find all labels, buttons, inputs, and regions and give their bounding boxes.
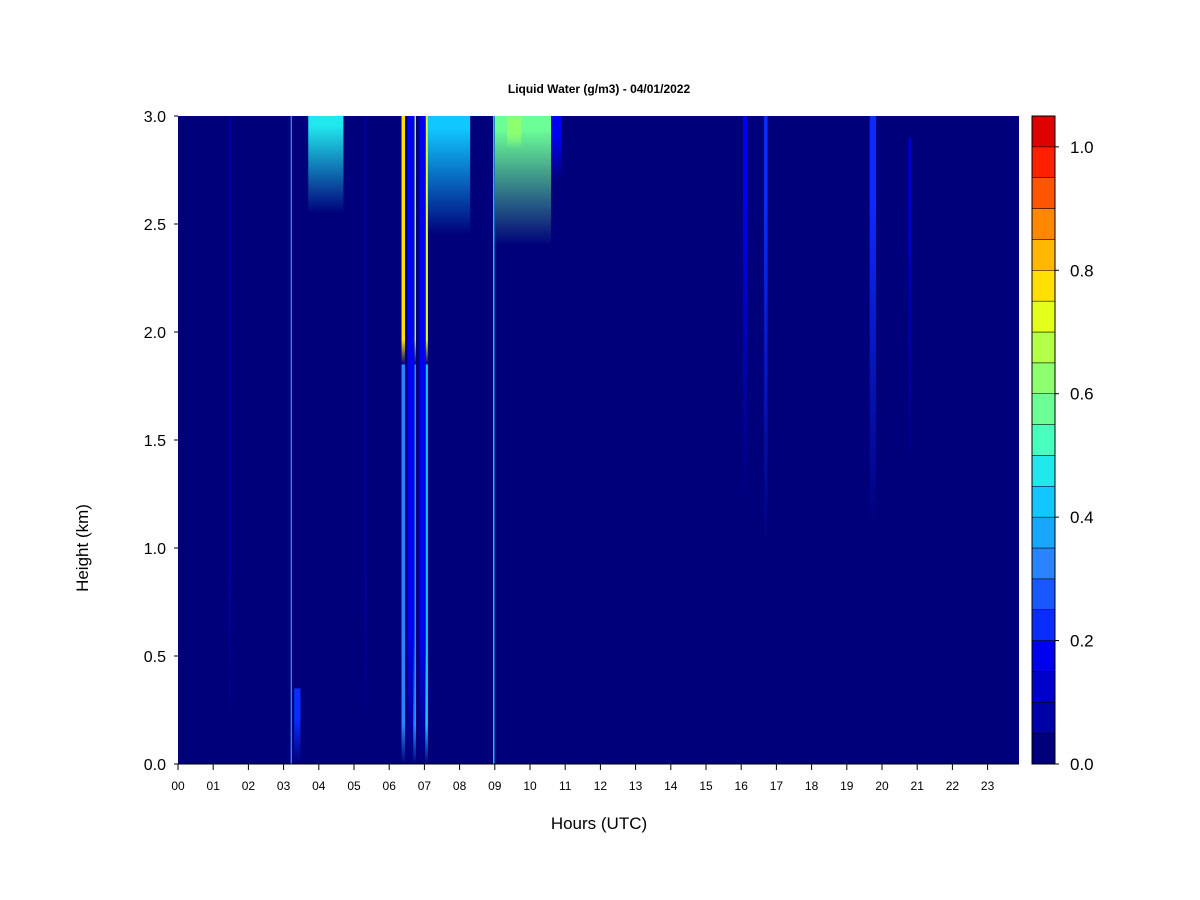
y-tick-label: 0.0 xyxy=(144,757,166,774)
colorbar-frame xyxy=(1031,115,1056,765)
x-tick-label: 17 xyxy=(770,779,784,793)
heatmap-feature xyxy=(425,116,428,365)
y-tick-label: 2.5 xyxy=(144,217,166,234)
colorbar-segment xyxy=(1031,609,1056,641)
heatmap-background xyxy=(178,116,1019,764)
colorbar-segment xyxy=(1031,270,1056,302)
x-tick-label: 09 xyxy=(488,779,502,793)
colorbar-segment xyxy=(1031,671,1056,703)
heatmap-feature xyxy=(764,116,768,548)
x-axis-label: Hours (UTC) xyxy=(551,814,647,833)
x-tick-label: 18 xyxy=(805,779,819,793)
colorbar-tick-label: 0.6 xyxy=(1070,385,1094,404)
heatmap-feature xyxy=(869,116,877,527)
x-tick-label: 06 xyxy=(383,779,397,793)
x-tick-label: 02 xyxy=(242,779,256,793)
colorbar: 0.0 0.2 0.4 0.6 0.8 1.0 xyxy=(1031,115,1094,774)
x-tick-label: 01 xyxy=(207,779,221,793)
x-tick-label: 21 xyxy=(911,779,925,793)
y-tick-label: 1.0 xyxy=(144,541,166,558)
x-tick-label: 04 xyxy=(312,779,326,793)
x-tick-label: 14 xyxy=(664,779,678,793)
colorbar-segment xyxy=(1031,732,1056,765)
y-tick-label: 3.0 xyxy=(144,109,166,126)
colorbar-tick-label: 1.0 xyxy=(1070,138,1094,157)
colorbar-segment xyxy=(1031,640,1056,672)
heatmap-feature xyxy=(290,116,293,764)
colorbar-tick-label: 0.8 xyxy=(1070,261,1094,280)
colorbar-segment xyxy=(1031,362,1056,394)
heatmap-feature xyxy=(427,116,471,235)
colorbar-tick-label: 0.2 xyxy=(1070,632,1094,651)
x-tick-label: 20 xyxy=(875,779,889,793)
colorbar-tick-label: 0.4 xyxy=(1070,508,1094,527)
heatmap-feature xyxy=(493,116,495,764)
colorbar-segment xyxy=(1031,146,1056,178)
heatmap-feature xyxy=(401,364,406,764)
x-tick-label: 23 xyxy=(981,779,995,793)
colorbar-segment xyxy=(1031,486,1056,518)
x-tick-label: 03 xyxy=(277,779,291,793)
y-axis-label: Height (km) xyxy=(73,504,92,592)
x-axis: 00 01 02 03 04 05 06 07 08 09 10 11 12 13 14 15 16 17 18 19… xyxy=(171,763,1019,793)
colorbar-segment xyxy=(1031,331,1056,364)
colorbar-segment xyxy=(1031,177,1056,209)
chart-title: Liquid Water (g/m3) - 04/01/2022 xyxy=(508,82,691,96)
heatmap-feature xyxy=(908,137,912,484)
x-tick-label: 16 xyxy=(735,779,749,793)
heatmap-plot-area xyxy=(178,116,1019,764)
x-tick-label: 12 xyxy=(594,779,608,793)
heatmap-feature xyxy=(401,116,406,365)
y-tick-label: 0.5 xyxy=(144,649,166,666)
colorbar-segment xyxy=(1031,300,1056,333)
heatmap-feature xyxy=(419,116,426,764)
colorbar-segment xyxy=(1031,547,1056,580)
y-tick-label: 1.5 xyxy=(144,433,166,450)
x-tick-label: 22 xyxy=(946,779,960,793)
x-tick-label: 00 xyxy=(171,779,185,793)
colorbar-segment xyxy=(1031,516,1056,549)
heatmap-feature xyxy=(294,688,301,764)
colorbar-segment xyxy=(1031,239,1056,271)
heatmap-feature xyxy=(425,364,428,764)
colorbar-segment xyxy=(1031,578,1056,610)
x-tick-label: 05 xyxy=(347,779,361,793)
colorbar-segment xyxy=(1031,393,1056,425)
y-axis: 0.0 0.5 1.0 1.5 2.0 2.5 3.0 xyxy=(144,109,178,774)
heatmap-feature xyxy=(551,116,562,181)
x-tick-label: 11 xyxy=(559,779,572,793)
heatmap-feature xyxy=(407,116,415,764)
colorbar-segment xyxy=(1031,702,1056,734)
heatmap-feature xyxy=(742,116,748,505)
colorbar-segment xyxy=(1031,208,1056,240)
y-tick-label: 2.0 xyxy=(144,325,166,342)
heatmap-feature xyxy=(229,116,231,764)
colorbar-segment xyxy=(1031,115,1056,148)
x-tick-label: 15 xyxy=(699,779,713,793)
colorbar-segment xyxy=(1031,424,1056,456)
heatmap-feature xyxy=(364,116,367,764)
heatmap-feature xyxy=(507,116,522,149)
heatmap-feature xyxy=(308,116,344,214)
x-tick-label: 07 xyxy=(418,779,432,793)
colorbar-tick-label: 0.0 xyxy=(1070,755,1094,774)
x-tick-label: 08 xyxy=(453,779,467,793)
x-tick-label: 19 xyxy=(840,779,854,793)
colorbar-segment xyxy=(1031,455,1056,487)
x-tick-label: 13 xyxy=(629,779,643,793)
heatmap-feature xyxy=(494,116,552,246)
x-tick-label: 10 xyxy=(523,779,537,793)
